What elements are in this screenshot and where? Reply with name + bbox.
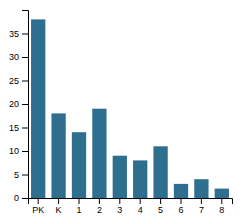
x-tick-label: 7 (199, 205, 204, 215)
x-tick-mark (119, 198, 120, 204)
x-tick-mark (160, 198, 161, 204)
y-tick: 0 (14, 193, 28, 203)
y-tick-mark (22, 104, 28, 105)
x-tick: 7 (199, 198, 204, 215)
y-tick-mark (22, 81, 28, 82)
x-tick-mark (99, 198, 100, 204)
x-tick-label: 8 (219, 205, 224, 215)
bar (174, 184, 188, 198)
x-tick-label: 2 (97, 205, 102, 215)
x-tick: PK (32, 198, 44, 215)
y-tick-mark (22, 57, 28, 58)
x-tick: 8 (219, 198, 224, 215)
bar (31, 19, 45, 198)
y-tick-label: 15 (9, 123, 19, 133)
x-tick-mark (79, 198, 80, 204)
x-tick-mark (181, 198, 182, 204)
y-tick: 15 (9, 123, 28, 133)
x-tick-mark (38, 198, 39, 204)
y-tick-label: 35 (9, 29, 19, 39)
x-tick-label: 5 (158, 205, 163, 215)
x-tick: 6 (178, 198, 183, 215)
y-tick: 10 (9, 146, 28, 156)
bar (215, 189, 229, 198)
x-axis-line (29, 199, 233, 205)
x-tick: 3 (117, 198, 122, 215)
x-tick-label: 4 (138, 205, 143, 215)
x-tick-label: 3 (117, 205, 122, 215)
bar (153, 146, 167, 198)
plot: 0 5 10 15 20 25 30 35 PK K 1 2 3 4 5 6 7 8 (9, 11, 233, 216)
x-tick: 1 (76, 198, 81, 215)
bar (133, 160, 147, 198)
bar (113, 156, 127, 198)
x-tick-label: 6 (178, 205, 183, 215)
y-tick-label: 25 (9, 76, 19, 86)
x-tick-mark (221, 198, 222, 204)
y-tick-label: 20 (9, 99, 19, 109)
y-axis: 0 5 10 15 20 25 30 35 (9, 11, 29, 204)
x-tick: K (56, 198, 62, 215)
bar (194, 179, 208, 198)
y-tick-label: 0 (14, 193, 19, 203)
x-tick-label: 1 (76, 205, 81, 215)
x-axis: PK K 1 2 3 4 5 6 7 8 (29, 198, 233, 215)
y-tick-label: 5 (14, 170, 19, 180)
x-tick-mark (140, 198, 141, 204)
y-tick: 20 (9, 99, 28, 109)
y-tick-mark (22, 34, 28, 35)
x-tick-label: K (56, 205, 62, 215)
y-tick: 25 (9, 76, 28, 86)
y-tick-mark (22, 175, 28, 176)
y-tick-label: 30 (9, 52, 19, 62)
x-tick-mark (58, 198, 59, 204)
chart-container: 0 5 10 15 20 25 30 35 PK K 1 2 3 4 5 6 7 8 (0, 0, 240, 220)
y-tick-mark (22, 198, 28, 199)
bar (72, 132, 86, 198)
bars (31, 19, 229, 198)
chart: 0 5 10 15 20 25 30 35 PK K 1 2 3 4 5 6 7 8 (0, 0, 240, 220)
bar (51, 113, 65, 198)
x-tick: 5 (158, 198, 163, 215)
y-tick-label: 10 (9, 146, 19, 156)
y-tick-mark (22, 151, 28, 152)
y-tick-mark (22, 128, 28, 129)
y-tick: 35 (9, 29, 28, 39)
y-tick: 30 (9, 52, 28, 62)
y-tick: 5 (14, 170, 28, 180)
x-tick-label: PK (32, 205, 44, 215)
x-tick-mark (201, 198, 202, 204)
x-tick: 2 (97, 198, 102, 215)
x-tick: 4 (138, 198, 143, 215)
y-axis-line (22, 11, 29, 199)
bar (92, 109, 106, 198)
